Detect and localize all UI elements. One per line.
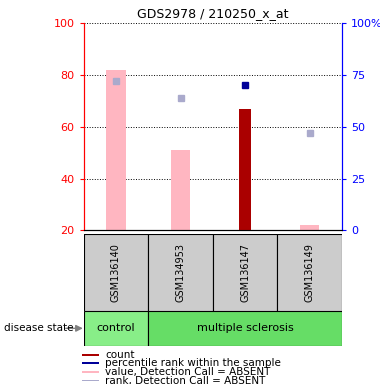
- FancyBboxPatch shape: [84, 234, 148, 311]
- FancyBboxPatch shape: [277, 234, 342, 311]
- FancyBboxPatch shape: [148, 234, 213, 311]
- Text: GSM136147: GSM136147: [240, 243, 250, 302]
- Text: GSM136149: GSM136149: [305, 243, 315, 302]
- FancyBboxPatch shape: [84, 311, 148, 346]
- Text: percentile rank within the sample: percentile rank within the sample: [105, 358, 281, 368]
- Bar: [239, 109, 251, 230]
- Bar: [171, 150, 190, 230]
- Bar: [82, 354, 99, 356]
- Bar: [82, 362, 99, 364]
- FancyBboxPatch shape: [148, 311, 342, 346]
- Bar: [106, 70, 126, 230]
- Text: GSM134953: GSM134953: [176, 243, 185, 302]
- Text: control: control: [97, 323, 135, 333]
- Text: count: count: [105, 349, 135, 360]
- Text: value, Detection Call = ABSENT: value, Detection Call = ABSENT: [105, 367, 270, 377]
- Bar: [82, 380, 99, 381]
- Bar: [300, 225, 320, 230]
- FancyBboxPatch shape: [84, 234, 342, 311]
- Text: GSM136140: GSM136140: [111, 243, 121, 302]
- Text: rank, Detection Call = ABSENT: rank, Detection Call = ABSENT: [105, 376, 265, 384]
- FancyBboxPatch shape: [213, 234, 277, 311]
- Text: multiple sclerosis: multiple sclerosis: [197, 323, 293, 333]
- Title: GDS2978 / 210250_x_at: GDS2978 / 210250_x_at: [137, 7, 288, 20]
- Text: disease state: disease state: [4, 323, 73, 333]
- Bar: [82, 371, 99, 373]
